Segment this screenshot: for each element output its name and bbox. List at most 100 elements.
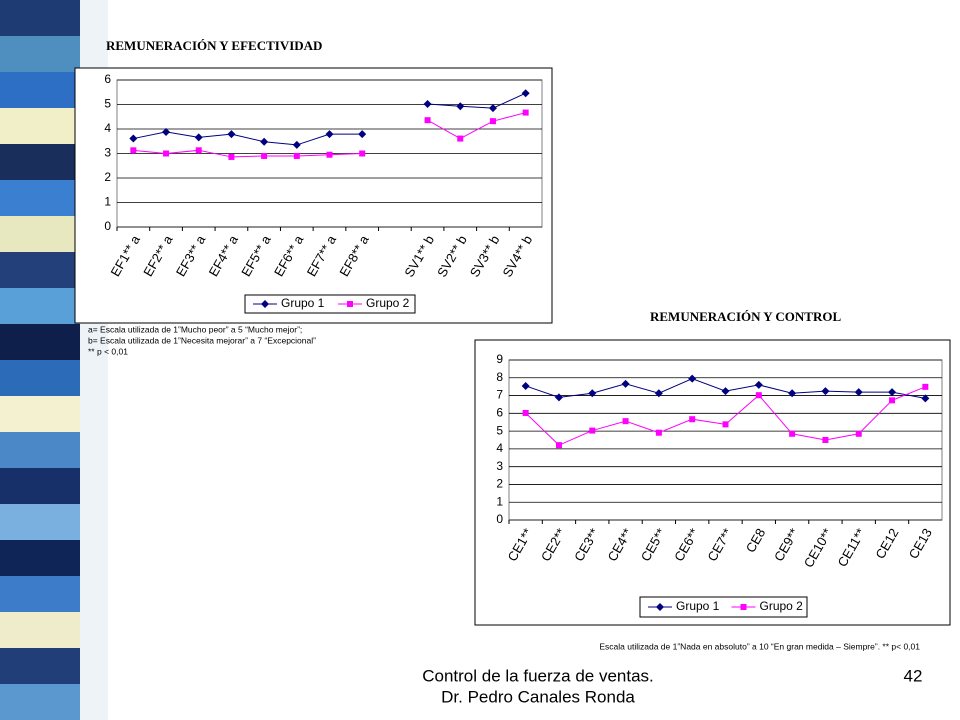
marker — [358, 130, 367, 139]
stripe — [0, 144, 80, 180]
legend-marker — [740, 604, 747, 610]
y-tick-label: 6 — [104, 72, 111, 86]
stripe — [0, 108, 80, 144]
legend-marker — [347, 301, 353, 307]
marker — [162, 127, 171, 136]
marker — [621, 379, 630, 388]
marker — [922, 383, 929, 390]
marker — [261, 152, 268, 159]
marker — [326, 151, 333, 158]
note: Escala utilizada de 1”Nada en absoluto” … — [599, 641, 920, 651]
y-tick-label: 3 — [496, 459, 503, 473]
marker — [456, 102, 465, 111]
chart-title: REMUNERACIÓN Y CONTROL — [650, 309, 841, 324]
y-tick-label: 6 — [496, 406, 503, 420]
legend-label: Grupo 1 — [281, 296, 325, 310]
note: ** p < 0,01 — [88, 346, 128, 356]
stripe — [0, 468, 80, 504]
y-tick-label: 3 — [104, 146, 111, 160]
marker — [889, 397, 896, 404]
marker — [721, 387, 730, 396]
marker — [325, 130, 334, 139]
y-tick-label: 8 — [496, 370, 503, 384]
stripe — [0, 288, 80, 324]
stripe — [0, 0, 80, 36]
marker — [722, 421, 729, 428]
marker — [689, 416, 696, 423]
stripe — [0, 216, 80, 252]
y-tick-label: 4 — [104, 121, 111, 135]
stripe — [0, 324, 80, 360]
y-tick-label: 2 — [496, 477, 503, 491]
marker — [788, 389, 797, 398]
legend-marker — [656, 603, 664, 611]
stripe — [0, 648, 80, 684]
y-tick-label: 0 — [496, 512, 503, 526]
marker — [821, 387, 830, 396]
marker — [789, 430, 796, 437]
legend-marker — [261, 300, 269, 308]
stripe — [0, 432, 80, 468]
note: a= Escala utilizada de 1”Mucho peor” a 5… — [88, 324, 302, 334]
marker — [522, 409, 529, 416]
marker — [260, 137, 269, 146]
marker — [654, 389, 663, 398]
stripe — [0, 72, 80, 108]
marker — [688, 374, 697, 383]
stripe — [0, 360, 80, 396]
marker — [655, 429, 662, 436]
marker — [228, 153, 235, 160]
y-tick-label: 2 — [104, 170, 111, 184]
marker — [822, 437, 829, 443]
marker — [424, 117, 431, 124]
marker — [521, 89, 530, 98]
marker — [921, 394, 930, 403]
stripe — [0, 36, 80, 72]
y-tick-label: 0 — [104, 219, 111, 233]
marker — [195, 147, 202, 154]
marker — [855, 430, 862, 437]
footer: Dr. Pedro Canales Ronda — [441, 687, 635, 706]
legend — [639, 596, 808, 618]
page-number: 42 — [904, 666, 923, 685]
marker — [521, 381, 530, 390]
legend-label: Grupo 2 — [760, 599, 804, 613]
legend-label: Grupo 2 — [366, 296, 410, 310]
marker — [194, 133, 203, 142]
marker — [457, 135, 464, 142]
y-tick-label: 5 — [104, 97, 111, 111]
marker — [129, 134, 138, 143]
y-tick-label: 7 — [496, 388, 503, 402]
marker — [227, 130, 236, 139]
stripe — [0, 252, 80, 288]
legend — [244, 294, 416, 314]
y-tick-label: 9 — [496, 352, 503, 366]
stripe — [0, 576, 80, 612]
marker — [854, 388, 863, 397]
marker — [163, 150, 170, 157]
marker — [488, 104, 497, 113]
chart-title: REMUNERACIÓN Y EFECTIVIDAD — [106, 38, 322, 53]
stripe — [0, 612, 80, 648]
y-tick-label: 1 — [104, 195, 111, 209]
marker — [754, 380, 763, 389]
marker — [359, 150, 366, 157]
y-tick-label: 1 — [496, 494, 503, 508]
stripe — [0, 180, 80, 216]
stripe — [0, 540, 80, 576]
marker — [292, 140, 301, 149]
stripe — [0, 504, 80, 540]
marker — [293, 152, 300, 159]
stripe — [0, 684, 80, 720]
marker — [130, 147, 137, 154]
y-tick-label: 4 — [496, 441, 503, 455]
y-tick-label: 5 — [496, 423, 503, 437]
marker — [522, 109, 529, 116]
marker — [555, 442, 562, 449]
stripe — [0, 396, 80, 432]
marker — [423, 100, 432, 109]
marker — [588, 389, 597, 398]
legend-label: Grupo 1 — [676, 599, 720, 613]
marker — [489, 118, 496, 125]
